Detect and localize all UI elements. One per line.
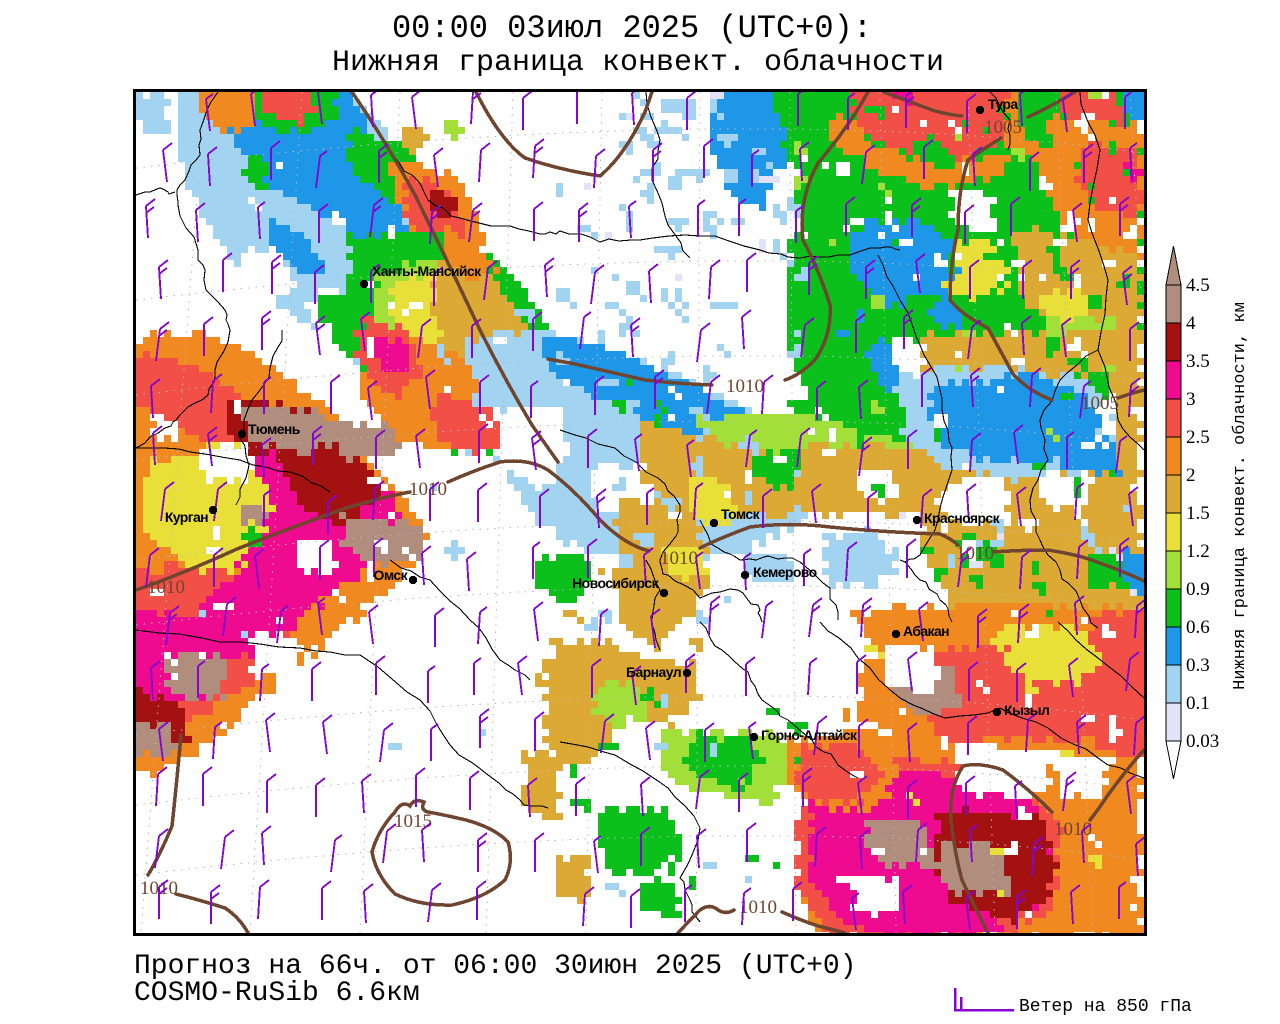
svg-text:0.03: 0.03 (1186, 731, 1219, 752)
svg-text:Ветер на 850 гПа: Ветер на 850 гПа (1019, 997, 1192, 1017)
svg-text:Тюмень: Тюмень (248, 421, 301, 437)
svg-text:Абакан: Абакан (903, 623, 949, 639)
svg-text:3: 3 (1186, 389, 1196, 410)
svg-text:2: 2 (1186, 465, 1196, 486)
svg-text:2.5: 2.5 (1186, 427, 1210, 448)
svg-text:0.6: 0.6 (1186, 617, 1210, 638)
svg-text:3.5: 3.5 (1186, 351, 1210, 372)
svg-text:Кызыл: Кызыл (1004, 702, 1049, 718)
svg-text:Томск: Томск (721, 506, 761, 522)
svg-text:Ханты-Мансийск: Ханты-Мансийск (372, 263, 482, 279)
svg-text:4: 4 (1186, 313, 1196, 334)
svg-text:Нижняя граница конвект. облачн: Нижняя граница конвект. облачности (332, 46, 944, 80)
svg-text:Нижняя граница конвект. облачн: Нижняя граница конвект. облачности, км (1231, 302, 1250, 690)
svg-text:Барнаул: Барнаул (626, 664, 681, 680)
svg-text:1.5: 1.5 (1186, 503, 1210, 524)
svg-text:Красноярск: Красноярск (924, 510, 1001, 526)
svg-text:1010: 1010 (147, 577, 185, 598)
svg-text:0.9: 0.9 (1186, 579, 1210, 600)
svg-text:1005: 1005 (1081, 393, 1119, 414)
svg-text:Горно-Алтайск: Горно-Алтайск (761, 727, 858, 743)
svg-text:0.3: 0.3 (1186, 655, 1210, 676)
svg-text:Омск: Омск (374, 567, 409, 583)
svg-text:0.1: 0.1 (1186, 693, 1210, 714)
svg-text:Тура: Тура (988, 96, 1018, 112)
svg-text:4.5: 4.5 (1186, 275, 1210, 296)
svg-text:1.2: 1.2 (1186, 541, 1210, 562)
svg-text:Кемерово: Кемерово (753, 564, 817, 580)
svg-text:1010: 1010 (660, 548, 698, 569)
svg-text:1010: 1010 (739, 897, 777, 918)
svg-text:1005: 1005 (984, 117, 1022, 138)
svg-text:COSMO-RuSib 6.6км: COSMO-RuSib 6.6км (134, 978, 420, 1009)
svg-text:1010: 1010 (726, 376, 764, 397)
svg-text:Новосибирск: Новосибирск (572, 575, 659, 591)
svg-text:1010: 1010 (409, 479, 447, 500)
svg-text:Прогноз на 66ч. от 06:00 30июн: Прогноз на 66ч. от 06:00 30июн 2025 (UTC… (134, 951, 857, 982)
svg-text:Курган: Курган (165, 509, 208, 525)
svg-text:1010: 1010 (1054, 819, 1092, 840)
svg-text:00:00 03июл 2025 (UTC+0):: 00:00 03июл 2025 (UTC+0): (392, 10, 872, 47)
svg-text:1015: 1015 (394, 811, 432, 832)
